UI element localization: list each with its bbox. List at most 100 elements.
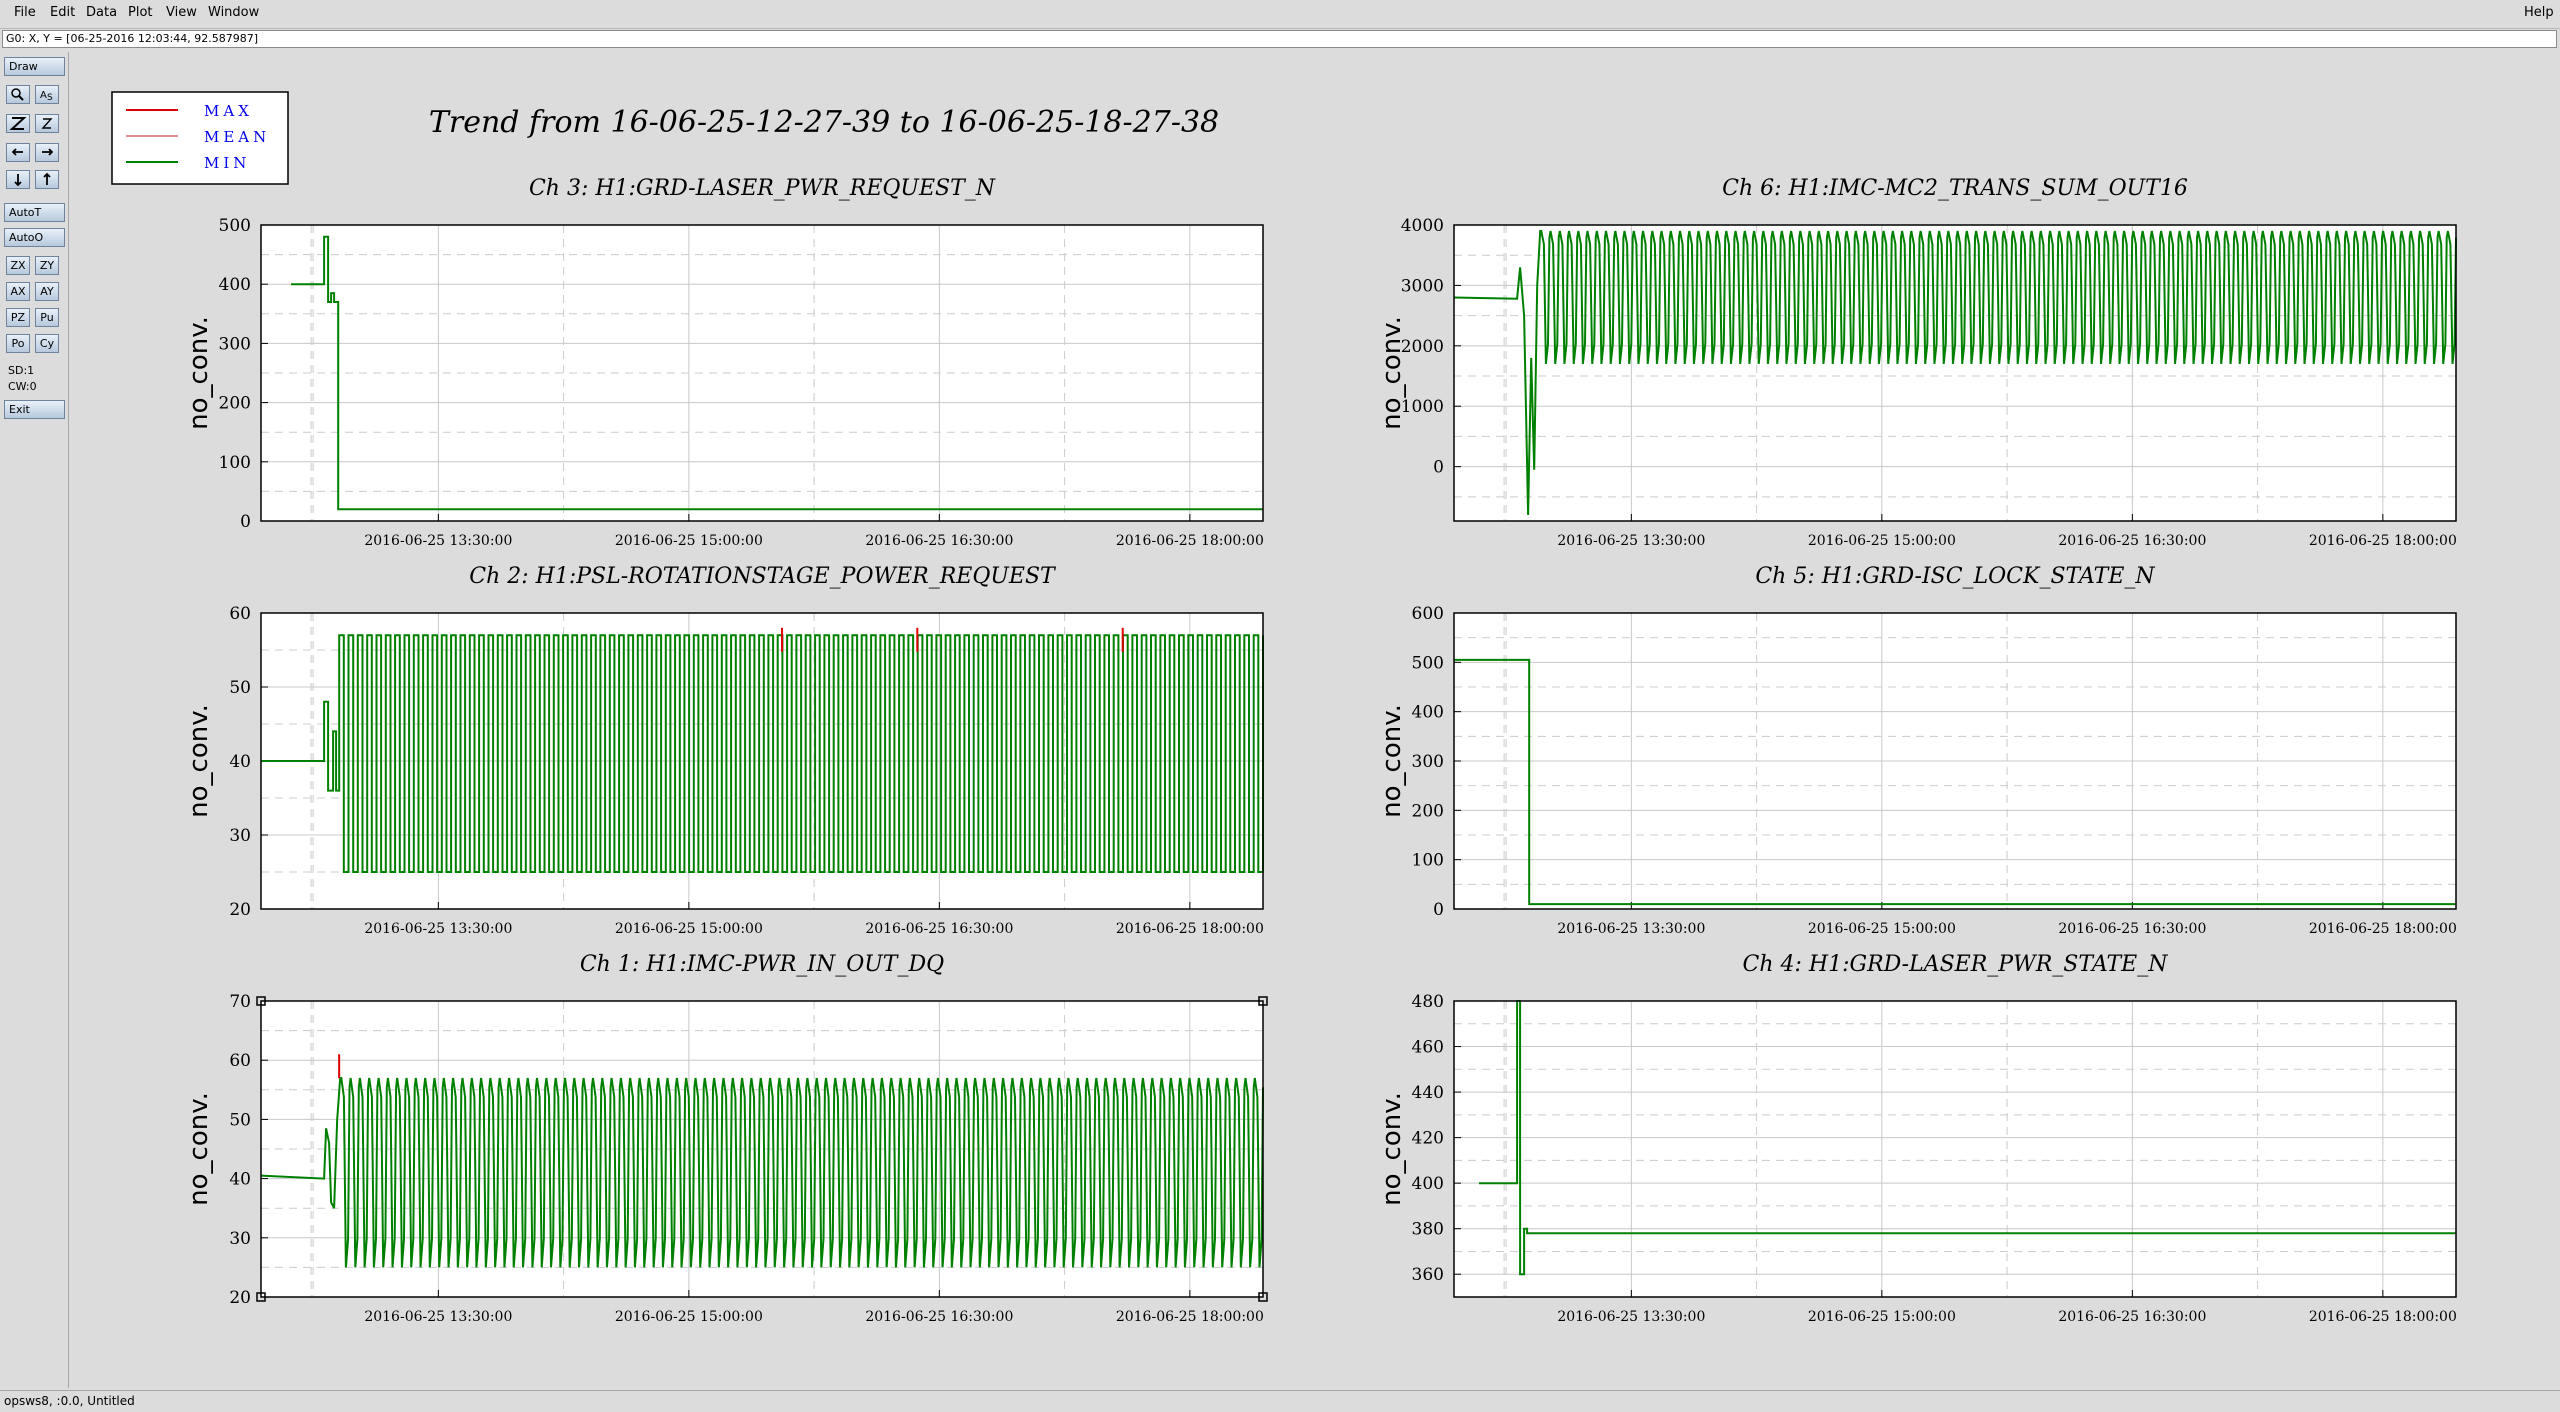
menu-view[interactable]: View: [166, 5, 197, 20]
y-tick-label: 50: [229, 678, 251, 698]
draw-button[interactable]: Draw: [4, 57, 65, 76]
chart-panel-4: Ch 5: H1:GRD-ISC_LOCK_STATE_N no_conv. 0 10…: [1377, 564, 2457, 937]
x-tick-label: 2016-06-25 13:30:00: [1557, 1309, 1705, 1325]
x-tick-label: 2016-06-25 13:30:00: [364, 1309, 512, 1325]
zx-button[interactable]: ZX: [6, 256, 30, 275]
y-tick-label: 0: [1433, 458, 1444, 478]
y-tick-label: 300: [1412, 752, 1444, 772]
x-tick-label: 2016-06-25 18:00:00: [1116, 1309, 1264, 1325]
y-tick-label: 360: [1412, 1265, 1444, 1285]
menu-file[interactable]: File: [14, 5, 36, 20]
page-title: Trend from 16-06-25-12-27-39 to 16-06-25…: [429, 105, 1219, 140]
trend-plots: MAX MEAN MIN Trend from 16-06-25-12-27-3…: [111, 91, 2457, 1325]
zy-button[interactable]: ZY: [35, 256, 59, 275]
svg-text:S: S: [47, 93, 53, 103]
y-tick-label: 400: [1412, 1174, 1444, 1194]
cy-button[interactable]: Cy: [35, 334, 59, 353]
arrow-left-icon[interactable]: [6, 143, 30, 162]
y-axis-label: no_conv.: [1377, 316, 1407, 430]
arrow-down-icon[interactable]: [6, 170, 30, 189]
arrow-right-icon[interactable]: [35, 143, 59, 162]
chart-title: Ch 2: H1:PSL-ROTATIONSTAGE_POWER_REQUEST: [469, 564, 1057, 589]
x-tick-label: 2016-06-25 15:00:00: [615, 533, 763, 549]
y-tick-label: 380: [1412, 1220, 1444, 1240]
y-tick-label: 100: [219, 453, 251, 473]
y-tick-label: 460: [1412, 1038, 1444, 1058]
x-tick-label: 2016-06-25 18:00:00: [2309, 1309, 2457, 1325]
y-tick-label: 30: [229, 1229, 251, 1249]
y-tick-label: 70: [229, 992, 251, 1012]
y-tick-label: 500: [219, 216, 251, 236]
autoo-button[interactable]: AutoO: [4, 228, 65, 247]
series-line-min: [1454, 658, 2456, 906]
legend: MAX MEAN MIN: [111, 91, 289, 185]
selection-handle: [256, 996, 266, 1006]
y-tick-label: 20: [229, 1288, 251, 1308]
y-tick-label: 400: [219, 275, 251, 295]
x-tick-label: 2016-06-25 13:30:00: [1557, 533, 1705, 549]
selection-handle: [256, 1292, 266, 1302]
series-line-min: [261, 634, 1264, 873]
y-tick-label: 300: [219, 334, 251, 354]
plot-background: [261, 225, 1263, 521]
y-tick-label: 3000: [1401, 276, 1444, 296]
x-tick-label: 2016-06-25 16:30:00: [2058, 921, 2206, 937]
y-tick-label: 0: [240, 512, 251, 532]
z-icon[interactable]: [35, 114, 59, 133]
y-tick-label: 400: [1412, 703, 1444, 723]
chart-title: Ch 5: H1:GRD-ISC_LOCK_STATE_N: [1755, 564, 2155, 589]
exit-button[interactable]: Exit: [4, 400, 65, 419]
plot-frame: [260, 612, 1264, 910]
x-tick-label: 2016-06-25 13:30:00: [1557, 921, 1705, 937]
menu-window[interactable]: Window: [208, 5, 260, 20]
x-tick-label: 2016-06-25 13:30:00: [364, 921, 512, 937]
legend-label-max: MAX: [204, 102, 253, 120]
po-button[interactable]: Po: [6, 334, 30, 353]
y-tick-label: 4000: [1401, 216, 1444, 236]
chart-title: Ch 6: H1:IMC-MC2_TRANS_SUM_OUT16: [1722, 176, 2188, 201]
menu-plot[interactable]: Plot: [128, 5, 153, 20]
x-tick-label: 2016-06-25 15:00:00: [1808, 533, 1956, 549]
x-tick-label: 2016-06-25 18:00:00: [1116, 921, 1264, 937]
menu-data[interactable]: Data: [86, 5, 118, 20]
plot-frame: [1453, 1000, 2457, 1298]
z-bold-icon[interactable]: [6, 114, 30, 133]
zoom-icon[interactable]: [6, 85, 30, 104]
x-tick-label: 2016-06-25 18:00:00: [2309, 533, 2457, 549]
y-tick-label: 40: [229, 1170, 251, 1190]
coordinate-bar: G0: X, Y = [06-25-2016 12:03:44, 92.5879…: [0, 29, 2560, 51]
ay-button[interactable]: AY: [35, 282, 59, 301]
plot-background: [1454, 1001, 2456, 1297]
legend-label-mean: MEAN: [204, 128, 270, 146]
x-tick-label: 2016-06-25 15:00:00: [1808, 1309, 1956, 1325]
menu-help[interactable]: Help: [2524, 5, 2554, 20]
cw-indicator: CW:0: [8, 380, 37, 393]
ax-button[interactable]: AX: [6, 282, 30, 301]
sd-indicator: SD:1: [8, 364, 35, 377]
arrow-up-icon[interactable]: [35, 170, 59, 189]
x-tick-label: 2016-06-25 13:30:00: [364, 533, 512, 549]
chart-panel-5: Ch 1: H1:IMC-PWR_IN_OUT_DQ no_conv. 20 30 40…: [184, 952, 1268, 1325]
chart-panel-2: Ch 6: H1:IMC-MC2_TRANS_SUM_OUT16 no_conv.…: [1377, 176, 2457, 549]
y-tick-label: 600: [1412, 604, 1444, 624]
y-tick-label: 60: [229, 1051, 251, 1071]
y-tick-label: 500: [1412, 653, 1444, 673]
pz-button[interactable]: PZ: [6, 308, 30, 327]
pu-button[interactable]: Pu: [35, 308, 59, 327]
y-axis-label: no_conv.: [184, 316, 214, 430]
menu-edit[interactable]: Edit: [50, 5, 76, 20]
coordinate-readout[interactable]: G0: X, Y = [06-25-2016 12:03:44, 92.5879…: [2, 30, 2557, 48]
chart-panel-6: Ch 4: H1:GRD-LASER_PWR_STATE_N no_conv. 36…: [1377, 952, 2457, 1325]
y-tick-label: 200: [219, 394, 251, 414]
autot-button[interactable]: AutoT: [4, 203, 65, 222]
chart-title: Ch 1: H1:IMC-PWR_IN_OUT_DQ: [580, 952, 944, 977]
series-line-min: [1453, 230, 2457, 516]
y-tick-label: 420: [1412, 1129, 1444, 1149]
y-tick-label: 30: [229, 826, 251, 846]
x-tick-label: 2016-06-25 16:30:00: [865, 921, 1013, 937]
y-axis-label: no_conv.: [184, 704, 214, 818]
y-axis-label: no_conv.: [1377, 1092, 1407, 1206]
y-tick-label: 100: [1412, 851, 1444, 871]
